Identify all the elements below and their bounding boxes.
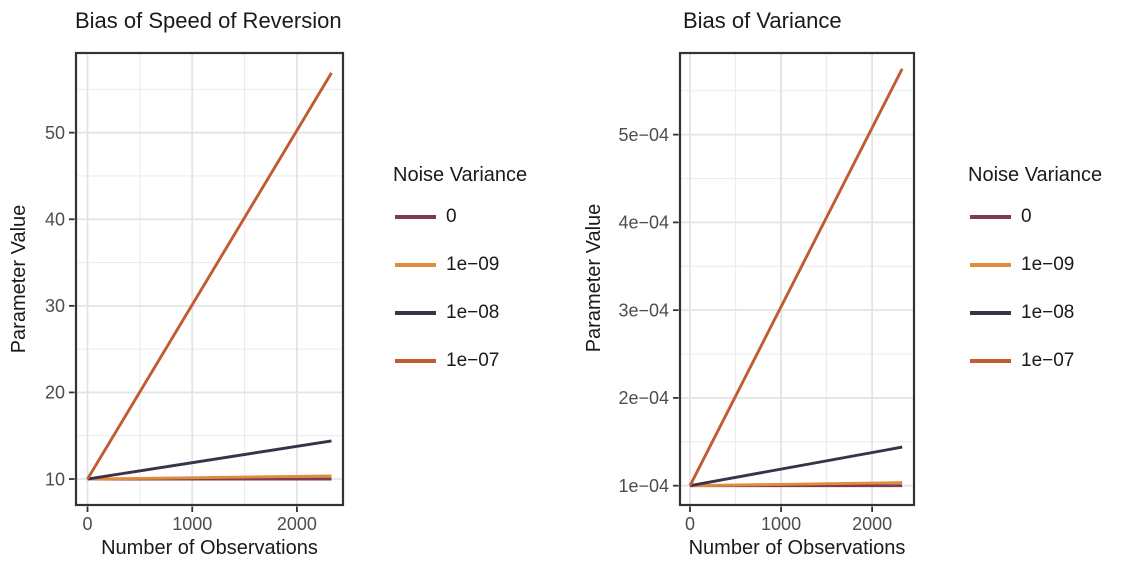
plot-title: Bias of Speed of Reversion xyxy=(75,8,342,33)
y-tick-label: 1e−04 xyxy=(618,476,669,496)
x-axis-title: Number of Observations xyxy=(101,537,318,559)
y-tick-label: 50 xyxy=(45,123,65,143)
y-tick-label: 20 xyxy=(45,383,65,403)
x-tick-label: 1000 xyxy=(761,514,801,534)
legend-entry-1e−09: 1e−09 xyxy=(968,241,1102,289)
x-axis-title: Number of Observations xyxy=(688,537,906,559)
legend-title: Noise Variance xyxy=(968,164,1103,186)
series-line-1e−08 xyxy=(87,439,332,481)
legend-entry-0: 0 xyxy=(393,193,527,241)
panel-border xyxy=(74,51,345,507)
legend-label: 1e−08 xyxy=(446,302,500,323)
y-tick-label: 3e−04 xyxy=(618,300,669,320)
plot-panel: 1e−04 2e−04 3e−04 4e−04 5e−04 0 1000 2000 xyxy=(618,51,916,534)
legend-entries: 0 1e−09 1e−08 1e−07 xyxy=(393,193,527,385)
legend-key-line xyxy=(970,311,1011,315)
y-tick-label: 40 xyxy=(45,210,65,230)
legend-entries: 0 1e−09 1e−08 1e−07 xyxy=(968,193,1102,385)
legend-key-line xyxy=(970,215,1011,219)
legend-label: 1e−07 xyxy=(1021,350,1075,371)
legend-key-line xyxy=(395,311,436,315)
legend-label: 1e−09 xyxy=(446,254,500,275)
y-tick-label: 5e−04 xyxy=(618,125,669,145)
legend-entry-1e−08: 1e−08 xyxy=(393,289,527,337)
figure-bias-of-speed-of-reversion: Bias of Speed of Reversion Parameter Val… xyxy=(8,8,527,560)
legend-label: 0 xyxy=(1021,206,1032,227)
x-tick-label: 2000 xyxy=(852,514,892,534)
legend-key-line xyxy=(395,215,436,219)
plot-panel: 10 20 30 40 50 0 1000 2000 xyxy=(45,51,345,534)
legend-label: 1e−07 xyxy=(446,350,500,371)
y-tick-label: 4e−04 xyxy=(618,213,669,233)
y-tick-label: 2e−04 xyxy=(618,388,669,408)
x-tick-label: 2000 xyxy=(277,514,317,534)
x-tick-label: 0 xyxy=(83,514,93,534)
y-tick-label: 10 xyxy=(45,469,65,489)
legend: Noise Variance 0 1e−09 1e−08 1e−07 xyxy=(393,163,527,385)
legend-label: 0 xyxy=(446,206,457,227)
legend-entry-0: 0 xyxy=(968,193,1102,241)
legend-key-line xyxy=(395,263,436,267)
legend-key-line xyxy=(970,359,1011,363)
legend-entry-1e−07: 1e−07 xyxy=(968,337,1102,385)
series-line-1e−09 xyxy=(689,481,903,488)
legend-key-line xyxy=(395,359,436,363)
legend-entry-1e−09: 1e−09 xyxy=(393,241,527,289)
x-tick-label: 1000 xyxy=(172,514,212,534)
legend-label: 1e−09 xyxy=(1021,254,1075,275)
legend-entry-1e−07: 1e−07 xyxy=(393,337,527,385)
plot-title: Bias of Variance xyxy=(683,8,842,33)
series-line-1e−07 xyxy=(688,68,904,487)
panel-border xyxy=(678,51,916,507)
series-line-1e−08 xyxy=(689,445,903,488)
legend: Noise Variance 0 1e−09 1e−08 1e−07 xyxy=(968,163,1102,385)
legend-title: Noise Variance xyxy=(393,164,528,186)
series-line-1e−09 xyxy=(87,474,332,481)
x-tick-label: 0 xyxy=(685,514,695,534)
y-tick-label: 30 xyxy=(45,296,65,316)
legend-label: 1e−08 xyxy=(1021,302,1075,323)
series-line-1e−07 xyxy=(86,72,333,480)
legend-entry-1e−08: 1e−08 xyxy=(968,289,1102,337)
figure-bias-of-variance: Bias of Variance Parameter Value 1e−04 2e… xyxy=(561,0,1122,567)
legend-key-line xyxy=(970,263,1011,267)
